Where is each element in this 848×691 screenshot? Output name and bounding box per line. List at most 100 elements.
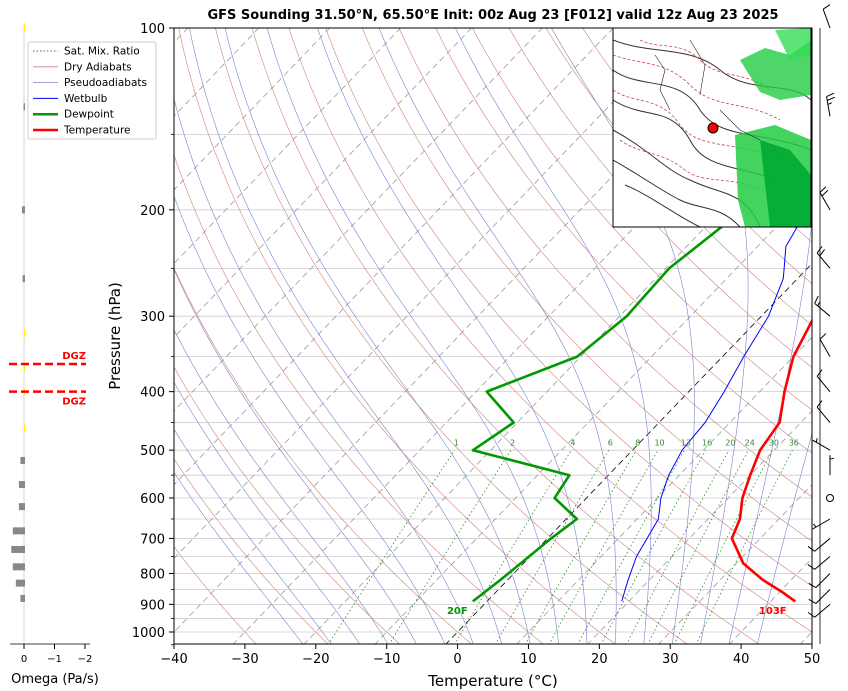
legend-label: Sat. Mix. Ratio xyxy=(64,46,140,58)
mixing-ratio-label: 13 xyxy=(681,439,691,448)
location-marker xyxy=(707,122,719,134)
mixing-ratio-label: 1 xyxy=(454,439,459,448)
omega-bar xyxy=(23,24,26,32)
x-tick-label: −10 xyxy=(373,652,400,667)
axes: −40 −30 −20 −10 0 10 20 30 40 50 100 200 300 400 500 60… xyxy=(132,22,820,667)
dry-adiabat xyxy=(251,28,760,644)
surface-annotations: 20F 103F xyxy=(447,606,787,617)
legend-label: Pseudoadiabats xyxy=(64,77,147,89)
legend-label: Wetbulb xyxy=(64,93,108,105)
wind-barb xyxy=(808,589,831,604)
omega-tick-label: −1 xyxy=(47,654,62,665)
x-tick-label: −20 xyxy=(302,652,329,667)
dry-adiabat xyxy=(582,28,812,285)
dry-adiabat xyxy=(174,267,472,644)
pseudoadiabat xyxy=(174,268,417,644)
omega-bar xyxy=(18,481,25,489)
pseudoadiabat xyxy=(455,28,652,644)
dry-adiabat xyxy=(325,28,812,587)
omega-bar xyxy=(23,364,26,372)
omega-bar xyxy=(23,424,26,432)
omega-bar xyxy=(21,206,25,214)
chart-title: GFS Sounding 31.50°N, 65.50°E Init: 00z … xyxy=(207,8,778,23)
mixing-ratio-line xyxy=(548,449,659,644)
isotherm xyxy=(174,28,472,338)
isotherm xyxy=(174,28,543,412)
y-tick-label: 500 xyxy=(140,444,165,459)
x-tick-label: −30 xyxy=(231,652,258,667)
mixing-ratio-line xyxy=(327,449,455,644)
dry-adiabat xyxy=(398,28,812,498)
wind-barb xyxy=(808,573,831,589)
wind-barb xyxy=(829,455,835,476)
mixing-ratio-label: 20 xyxy=(725,439,735,448)
pseudoadiabat xyxy=(317,28,588,644)
isotherm xyxy=(516,336,812,644)
legend-label: Temperature xyxy=(63,125,131,137)
x-tick-label: 50 xyxy=(804,652,821,667)
dry-adiabat xyxy=(288,28,812,633)
surface-label: 103F xyxy=(759,606,787,617)
pseudoadiabat xyxy=(174,195,446,644)
omega-bar xyxy=(23,329,26,337)
wind-barb xyxy=(816,246,831,269)
inset-map xyxy=(613,28,811,227)
omega-axis-label: Omega (Pa/s) xyxy=(11,672,99,687)
legend-label: Dewpoint xyxy=(64,109,114,121)
wind-barb xyxy=(814,295,831,317)
omega-bar xyxy=(15,579,25,587)
wind-barb xyxy=(826,92,835,117)
dgz-label: DGZ xyxy=(62,397,86,408)
wind-barb xyxy=(807,538,831,552)
omega-bar xyxy=(20,456,25,464)
pseudoadiabat xyxy=(378,28,617,644)
omega-bar xyxy=(12,563,25,571)
wind-barb xyxy=(816,400,831,423)
y-tick-label: 100 xyxy=(140,22,165,37)
x-tick-label: 20 xyxy=(591,652,608,667)
isotherm xyxy=(174,28,614,486)
wind-barb xyxy=(812,438,831,451)
pseudoadiabat xyxy=(266,28,559,644)
pseudoadiabat xyxy=(189,28,503,644)
y-tick-label: 1000 xyxy=(132,626,165,641)
isotherm xyxy=(658,484,812,644)
mixing-ratio-line xyxy=(454,449,572,644)
isotherm xyxy=(174,28,685,559)
legend-label: Dry Adiabats xyxy=(64,61,132,73)
mixing-ratio-label: 6 xyxy=(608,439,613,448)
x-tick-label: −40 xyxy=(160,652,187,667)
omega-bar xyxy=(12,527,25,535)
dry-adiabat xyxy=(174,366,401,644)
y-tick-label: 700 xyxy=(140,532,165,547)
mixing-ratio-label: 30 xyxy=(769,439,779,448)
x-tick-label: 0 xyxy=(453,652,461,667)
x-tick-label: 10 xyxy=(520,652,537,667)
y-axis-label: Pressure (hPa) xyxy=(106,282,124,390)
mixing-ratio-line xyxy=(600,450,706,644)
wind-barbs xyxy=(807,4,835,618)
series-wetbulb xyxy=(621,200,812,602)
mixing-ratio-line xyxy=(673,450,773,644)
wind-barb xyxy=(822,4,831,29)
isotherm xyxy=(174,28,401,265)
wind-barb xyxy=(819,186,831,211)
pseudoadiabat xyxy=(551,28,695,644)
wind-barb xyxy=(812,518,831,530)
pseudoadiabat xyxy=(174,97,474,644)
y-tick-label: 800 xyxy=(140,567,165,582)
dry-adiabat xyxy=(472,28,812,411)
series-temperature xyxy=(730,318,812,603)
pseudoadiabat xyxy=(728,28,812,644)
mixing-ratio-label: 36 xyxy=(789,439,799,448)
isotherm xyxy=(445,262,812,644)
pseudoadiabat xyxy=(174,471,304,644)
omega-tick-label: −2 xyxy=(78,654,93,665)
dry-adiabat xyxy=(508,28,812,368)
mixing-ratio-line xyxy=(695,450,793,644)
pseudoadiabat xyxy=(224,28,531,644)
dry-adiabat xyxy=(435,28,812,454)
pseudoadiabat xyxy=(757,432,812,644)
omega-tick-label: 0 xyxy=(21,654,27,665)
